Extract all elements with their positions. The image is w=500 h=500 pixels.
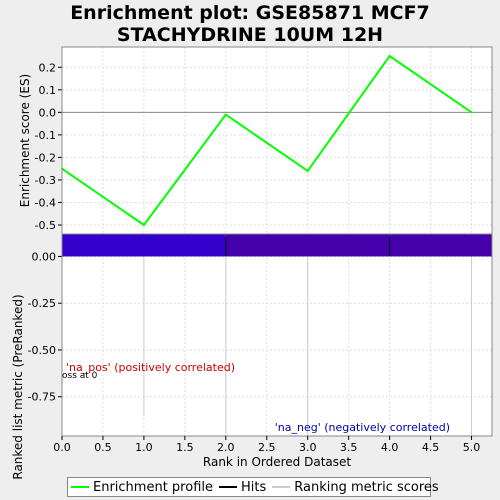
es-panel: 0.2 0.1 0.0 -0.1 -0.2 -0.3 -0.4 -0.5 <box>35 47 492 234</box>
x-tick-label-6: 3.0 <box>299 441 317 454</box>
legend-item-ranking-metric: Ranking metric scores <box>272 480 438 495</box>
legend-swatch-hits <box>219 486 237 488</box>
es-point-3 <box>307 170 309 172</box>
rank-ytick-label-2: -0.50 <box>28 344 56 357</box>
legend-swatch-enrichment-profile <box>71 486 89 488</box>
rank-ytick-label-3: -0.75 <box>28 391 56 404</box>
legend: Enrichment profile Hits Ranking metric s… <box>67 477 431 497</box>
legend-item-hits: Hits <box>219 480 266 495</box>
x-axis: 0.0 0.5 1.0 1.5 2.0 2.5 3.0 3.5 4.0 4.5 5.0 <box>53 436 480 454</box>
x-tick-label-2: 1.0 <box>135 441 153 454</box>
es-ytick-label-5: -0.3 <box>35 174 56 187</box>
legend-swatch-ranking-metric <box>272 486 290 488</box>
es-plot-area <box>62 47 492 234</box>
es-ytick-label-6: -0.4 <box>35 196 56 209</box>
rank-metric-bar-left <box>62 234 226 256</box>
x-tick-label-0: 0.0 <box>53 441 71 454</box>
es-ytick-label-3: -0.1 <box>35 129 56 142</box>
es-ytick-label-2: 0.0 <box>39 106 57 119</box>
annotation-na-neg: 'na_neg' (negatively correlated) <box>275 421 450 434</box>
x-tick-label-5: 2.5 <box>258 441 276 454</box>
es-point-5 <box>471 111 473 113</box>
x-axis-label: Rank in Ordered Dataset <box>203 455 351 469</box>
legend-label-hits: Hits <box>241 480 266 495</box>
es-y-axis-label: Enrichment score (ES) <box>18 74 32 207</box>
legend-label-enrichment-profile: Enrichment profile <box>93 480 213 495</box>
x-tick-label-1: 0.5 <box>94 441 112 454</box>
annotation-zero-cross: oss at 0 <box>62 371 98 381</box>
x-tick-label-8: 4.0 <box>381 441 399 454</box>
x-tick-label-4: 2.0 <box>217 441 235 454</box>
x-tick-label-7: 3.5 <box>340 441 358 454</box>
legend-item-enrichment-profile: Enrichment profile <box>71 480 213 495</box>
rank-panel: 0.00-0.25-0.50-0.75'na_pos' (positively … <box>28 234 492 436</box>
rank-y-axis-label: Ranked list metric (PreRanked) <box>11 294 25 479</box>
es-ytick-label-0: 0.2 <box>39 61 57 74</box>
es-point-2 <box>225 114 227 116</box>
x-tick-label-9: 4.5 <box>422 441 440 454</box>
x-tick-label-10: 5.0 <box>463 441 481 454</box>
es-ytick-label-7: -0.5 <box>35 219 56 232</box>
es-ytick-label-4: -0.2 <box>35 151 56 164</box>
rank-plot-area <box>62 234 492 436</box>
es-point-4 <box>389 55 391 57</box>
rank-metric-bar-right <box>226 234 492 256</box>
es-ytick-label-1: 0.1 <box>39 84 57 97</box>
rank-ytick-label-0: 0.00 <box>32 250 57 263</box>
legend-label-ranking-metric: Ranking metric scores <box>294 480 438 495</box>
rank-ytick-label-1: -0.25 <box>28 297 56 310</box>
x-tick-label-3: 1.5 <box>176 441 194 454</box>
es-point-1 <box>143 224 145 226</box>
